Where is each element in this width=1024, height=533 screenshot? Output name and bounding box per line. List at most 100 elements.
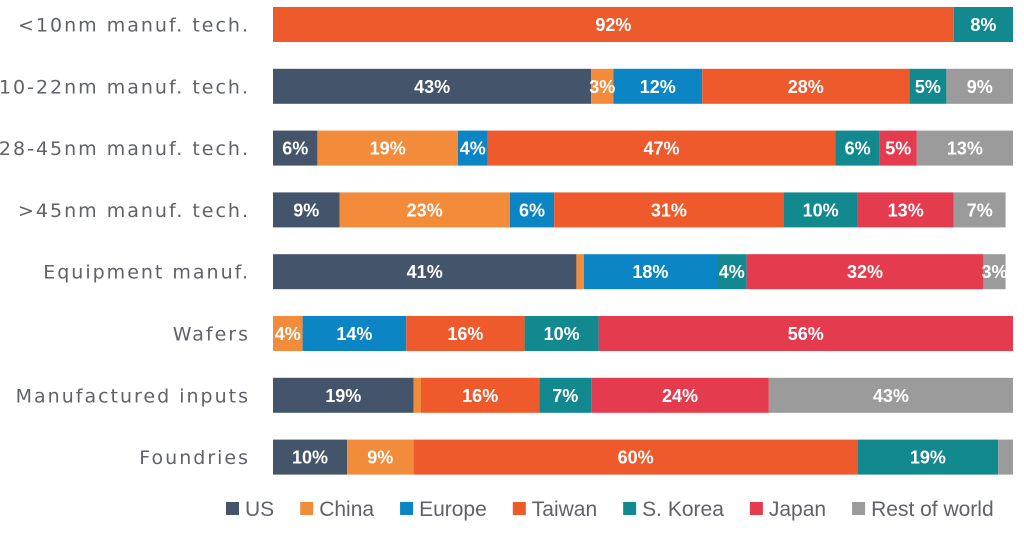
bar-segment — [406, 316, 525, 351]
category-label: Equipment manuf. — [43, 262, 250, 284]
legend-swatch — [852, 502, 866, 515]
data-label: 16% — [447, 324, 483, 344]
data-label: 92% — [595, 15, 631, 35]
data-label: 6% — [519, 200, 545, 220]
bar-segment — [273, 68, 592, 104]
data-label: 14% — [336, 324, 372, 344]
data-label: 13% — [888, 200, 924, 220]
bar-segment — [317, 130, 458, 166]
legend-label: China — [319, 498, 374, 521]
data-label: 9% — [967, 77, 993, 97]
legend-swatch — [749, 502, 763, 515]
bar-segment — [983, 254, 1006, 290]
data-label: 9% — [367, 448, 393, 468]
data-label: 16% — [462, 386, 498, 406]
data-label: 7% — [552, 386, 578, 406]
legend-label: Europe — [419, 498, 487, 521]
legend-label: US — [245, 498, 274, 521]
data-label: 12% — [640, 77, 676, 97]
category-label: Wafers — [173, 324, 250, 346]
bar-segment — [413, 377, 421, 413]
category-label: 28-45nm manuf. tech. — [0, 138, 250, 160]
data-label: 47% — [643, 139, 679, 159]
bar-segment — [509, 192, 555, 228]
category-label: Foundries — [139, 447, 250, 469]
bar-segment — [916, 130, 1013, 166]
legend-label: Japan — [769, 498, 826, 521]
legend: US China Europe Taiwan S. Korea Japan Rest of … — [226, 498, 994, 521]
data-label: 41% — [407, 262, 443, 282]
data-label: 24% — [662, 386, 698, 406]
data-label: 31% — [651, 200, 687, 220]
legend-label: Taiwan — [532, 498, 597, 521]
data-label: 4% — [719, 262, 745, 282]
data-label: 43% — [873, 386, 909, 406]
data-label: 56% — [788, 324, 824, 344]
bar-segment — [273, 130, 318, 166]
data-label: 10% — [544, 324, 580, 344]
bar-segment — [421, 377, 540, 413]
data-label: 28% — [788, 77, 824, 97]
data-label: 7% — [967, 200, 993, 220]
bar-segment — [909, 68, 947, 104]
data-label: 9% — [293, 200, 319, 220]
bar-segment — [273, 439, 347, 475]
bar-segment — [613, 68, 703, 104]
bar-segment — [953, 192, 1006, 228]
bar-segment — [273, 7, 954, 42]
category-label: 10-22nm manuf. tech. — [0, 76, 250, 98]
bar-segment — [835, 130, 880, 166]
bar-segment — [273, 192, 340, 228]
legend-swatch — [623, 502, 637, 515]
bar-segment — [783, 192, 858, 228]
bar-segment — [273, 254, 577, 290]
bar-segment — [339, 192, 510, 228]
data-label: 3% — [981, 262, 1007, 282]
data-label: 60% — [618, 448, 654, 468]
bar-segment — [554, 192, 784, 228]
bar-segment — [302, 316, 407, 351]
category-labels: <10nm manuf. tech. 10-22nm manuf. tech. 28… — [0, 15, 250, 470]
data-label: 23% — [407, 200, 443, 220]
bar-segment — [487, 130, 836, 166]
category-label: <10nm manuf. tech. — [18, 15, 250, 37]
bar-segment — [946, 68, 1013, 104]
data-label: 5% — [915, 77, 941, 97]
bar-segment — [953, 7, 1013, 42]
bar-segment — [857, 439, 999, 475]
bar-segment — [857, 192, 954, 228]
data-label: 10% — [803, 200, 839, 220]
category-label: >45nm manuf. tech. — [18, 200, 250, 222]
data-label: 13% — [947, 139, 983, 159]
bar-segment — [598, 316, 1013, 351]
bar-segment — [746, 254, 984, 290]
legend-swatch — [400, 502, 414, 515]
data-label: 19% — [325, 386, 361, 406]
data-label: 3% — [589, 77, 615, 97]
legend-swatch — [512, 502, 526, 515]
data-label: 18% — [632, 262, 668, 282]
bar-segment — [717, 254, 747, 290]
data-label: 4% — [460, 139, 486, 159]
data-label: 19% — [370, 139, 406, 159]
legend-label: Rest of world — [871, 498, 994, 521]
legend-swatch — [300, 502, 314, 515]
data-label: 32% — [847, 262, 883, 282]
bar-segment — [583, 254, 717, 290]
legend-swatch — [226, 502, 239, 515]
bar-segment — [273, 377, 414, 413]
bar-segment — [998, 439, 1013, 475]
bar-segment — [273, 316, 303, 351]
bar-segment — [591, 377, 769, 413]
bar-segment — [702, 68, 910, 104]
bar-segment — [768, 377, 1013, 413]
bar-segment — [576, 254, 584, 290]
legend-label: S. Korea — [642, 498, 724, 521]
data-label: 5% — [885, 139, 911, 159]
data-label: 10% — [292, 448, 328, 468]
data-label: 4% — [275, 324, 301, 344]
bars — [273, 7, 1013, 475]
bar-segment — [591, 68, 614, 104]
category-label: Manufactured inputs — [16, 385, 250, 407]
